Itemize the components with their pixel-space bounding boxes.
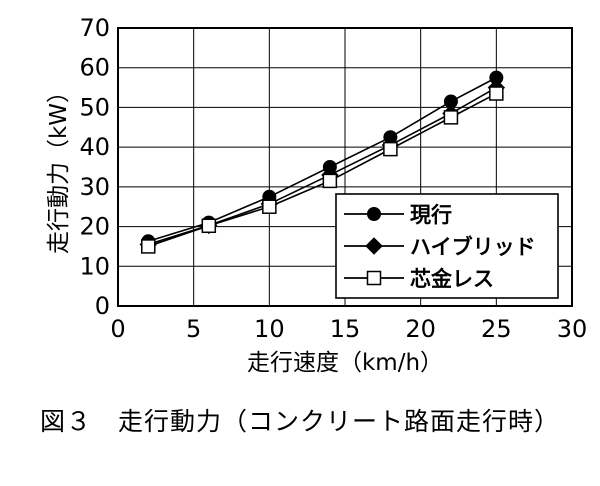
x-tick-label: 25	[481, 315, 512, 343]
plot-frame	[117, 27, 573, 307]
y-axis-label: 走行動力（kW）	[46, 80, 72, 254]
data-point	[141, 239, 156, 254]
figure-caption: 図３ 走行動力（コンクリート路面走行時）	[39, 407, 560, 436]
x-tick-label: 0	[110, 315, 125, 343]
x-axis-label: 走行速度（km/h）	[247, 350, 443, 376]
legend-marker	[367, 207, 381, 221]
data-point	[383, 141, 398, 157]
x-tick-label: 15	[330, 315, 361, 343]
legend-marker	[366, 270, 382, 286]
y-tick-label: 0	[95, 292, 110, 320]
legend-label: 現行	[410, 203, 452, 227]
legend-label: 芯金レス	[410, 267, 494, 291]
y-tick-label: 20	[79, 213, 110, 241]
legend-label: ハイブリッド	[410, 235, 536, 259]
data-point	[443, 110, 459, 125]
x-tick-label: 5	[186, 315, 201, 343]
data-point	[262, 199, 277, 214]
legend-entry: 芯金レス	[344, 267, 494, 291]
data-point	[489, 86, 504, 101]
data-point	[322, 173, 338, 189]
y-tick-label: 70	[79, 14, 110, 42]
y-tick-label: 10	[79, 252, 110, 280]
data-point	[201, 218, 217, 234]
y-tick-label: 60	[79, 54, 110, 82]
x-tick-label: 20	[405, 315, 436, 343]
legend-entry: 現行	[344, 203, 452, 227]
series-3	[141, 86, 504, 254]
x-tick-label: 30	[557, 315, 588, 343]
y-tick-label: 50	[79, 93, 110, 121]
y-tick-label: 30	[79, 173, 110, 201]
legend-marker	[365, 237, 383, 255]
legend-entry: ハイブリッド	[344, 235, 536, 259]
y-tick-label: 40	[79, 133, 110, 161]
tick-labels: 0 5 10 15 20 25 30 0 10 20 30 40 50 60 70	[79, 14, 587, 343]
series-layer	[139, 70, 506, 254]
x-tick-label: 10	[254, 315, 285, 343]
